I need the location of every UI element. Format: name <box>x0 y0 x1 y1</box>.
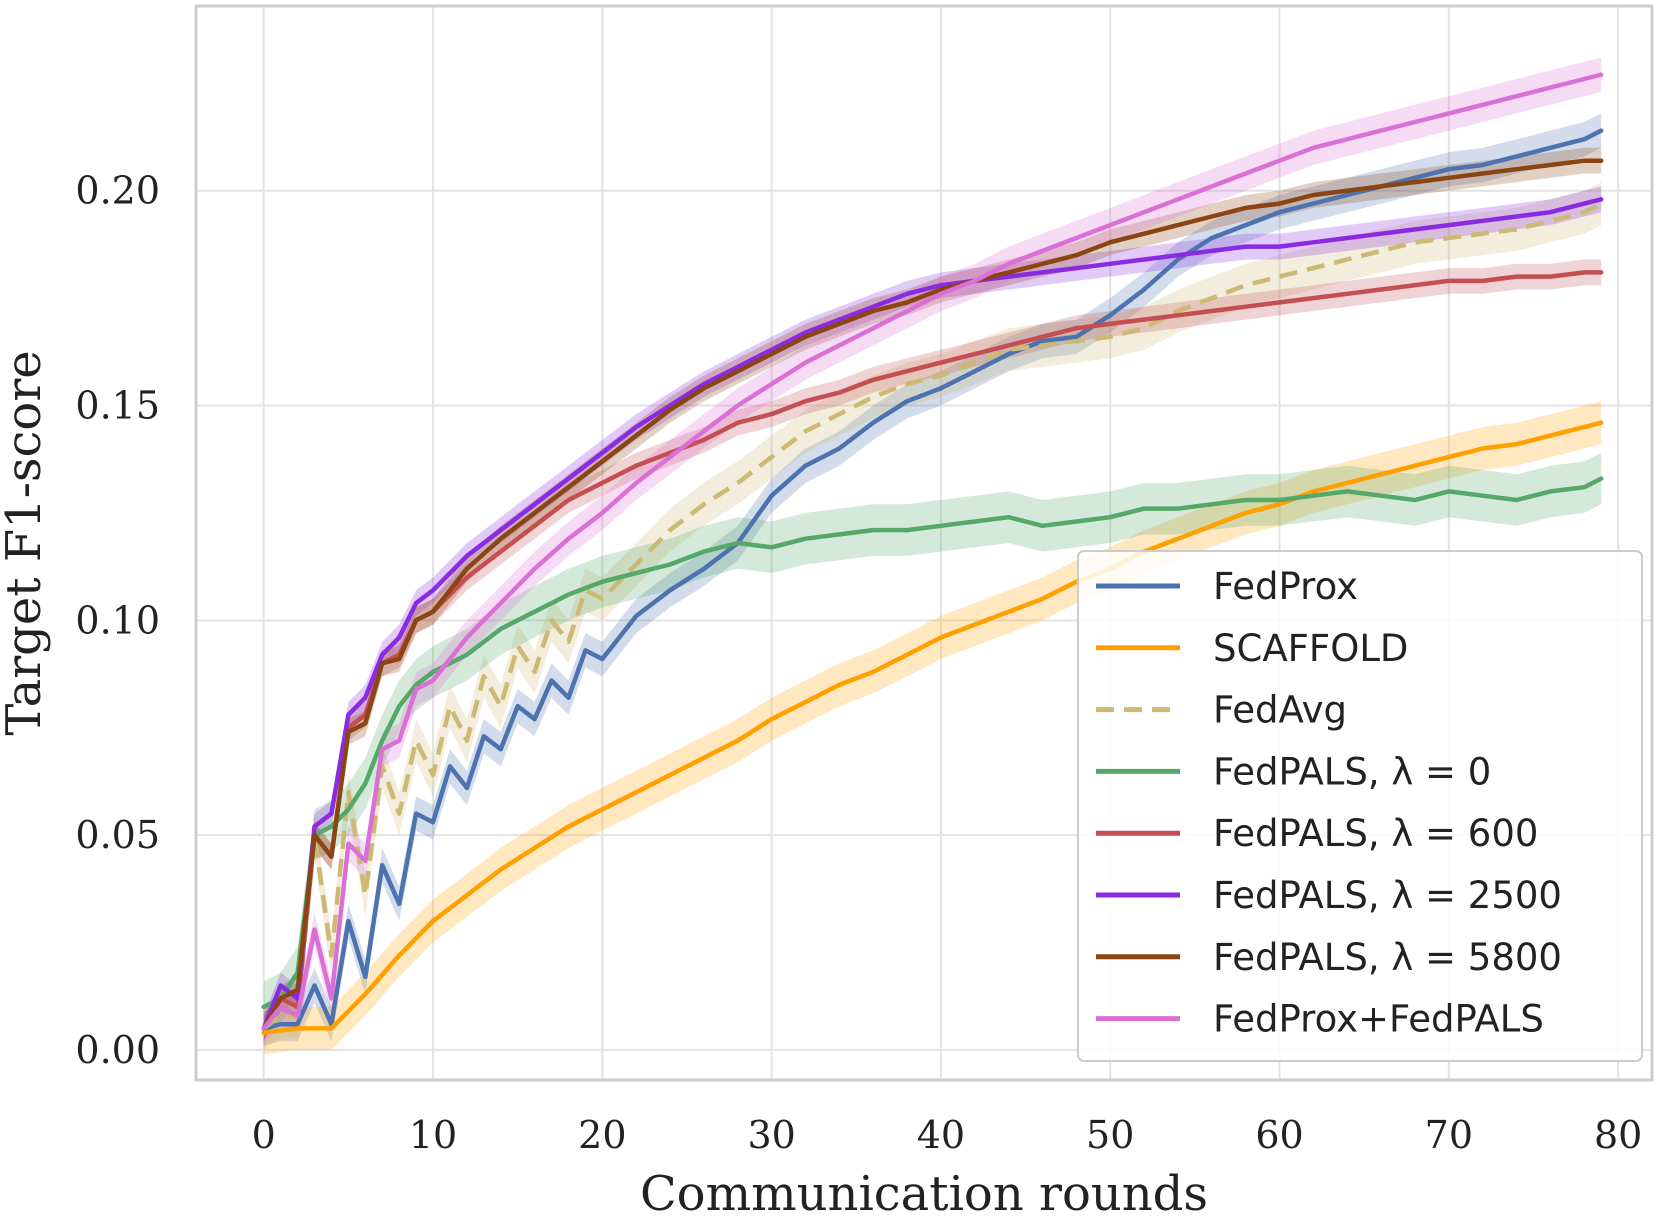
y-tick-labels: 0.00 0.05 0.10 0.15 0.20 <box>75 169 160 1072</box>
x-tick-label: 50 <box>1086 1113 1134 1157</box>
series-lines <box>261 72 1604 1035</box>
series-line-1 <box>261 420 1604 1035</box>
x-tick-label: 30 <box>747 1113 795 1157</box>
x-tick-label: 40 <box>917 1113 965 1157</box>
legend-label-5: FedPALS, λ = 2500 <box>1213 874 1562 917</box>
y-tick-label: 0.20 <box>75 169 160 213</box>
x-tick-label: 0 <box>252 1113 276 1157</box>
y-tick-label: 0.10 <box>75 598 160 642</box>
x-tick-label: 60 <box>1255 1113 1303 1157</box>
series-line-0 <box>261 128 1604 1031</box>
y-tick-label: 0.00 <box>75 1028 160 1072</box>
x-axis-label: Communication rounds <box>640 1166 1208 1216</box>
legend-label-0: FedProx <box>1213 565 1358 608</box>
series-line-7 <box>261 72 1604 1031</box>
legend-label-4: FedPALS, λ = 600 <box>1213 812 1538 855</box>
series-line-3 <box>261 476 1604 1010</box>
legend: FedProx SCAFFOLD FedAvg FedPALS, λ = 0 FedPA… <box>1077 550 1643 1062</box>
y-axis-label: Target F1-score <box>0 350 52 735</box>
y-tick-label: 0.05 <box>75 813 160 857</box>
x-tick-label: 20 <box>578 1113 626 1157</box>
x-tick-label: 70 <box>1425 1113 1473 1157</box>
plot-frame <box>194 4 1654 1082</box>
x-tick-label: 10 <box>409 1113 457 1157</box>
legend-label-6: FedPALS, λ = 5800 <box>1213 936 1562 979</box>
legend-box <box>1077 550 1643 1062</box>
x-tick-label: 80 <box>1594 1113 1642 1157</box>
legend-label-2: FedAvg <box>1213 689 1347 732</box>
series-line-6 <box>261 158 1604 1031</box>
legend-label-1: SCAFFOLD <box>1213 627 1408 670</box>
y-tick-label: 0.15 <box>75 384 160 428</box>
legend-label-7: FedProx+FedPALS <box>1213 998 1544 1041</box>
series-line-5 <box>261 197 1604 1031</box>
series-line-2 <box>262 201 1603 1031</box>
series-band-1 <box>263 401 1602 1055</box>
legend-label-3: FedPALS, λ = 0 <box>1213 750 1491 793</box>
x-tick-labels: 0 10 20 30 40 50 60 70 80 <box>252 1113 1643 1157</box>
